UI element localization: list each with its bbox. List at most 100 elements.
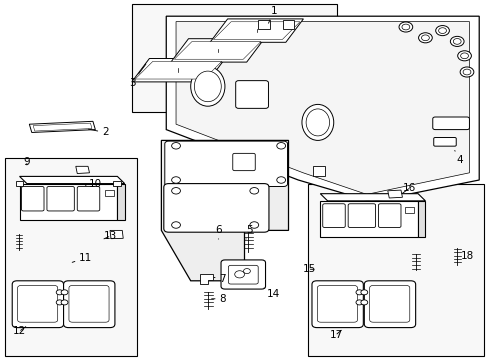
Bar	[404, 207, 413, 213]
FancyBboxPatch shape	[232, 153, 255, 171]
Circle shape	[249, 222, 258, 228]
FancyBboxPatch shape	[347, 204, 375, 228]
Bar	[5, 158, 137, 356]
Circle shape	[457, 51, 470, 61]
Circle shape	[435, 26, 448, 36]
FancyBboxPatch shape	[311, 281, 363, 328]
Polygon shape	[20, 176, 124, 184]
Circle shape	[398, 22, 412, 32]
Text: 17: 17	[328, 330, 342, 340]
Polygon shape	[131, 59, 224, 82]
Polygon shape	[166, 16, 478, 202]
Circle shape	[421, 35, 428, 41]
Circle shape	[61, 300, 68, 305]
FancyBboxPatch shape	[369, 285, 409, 322]
Polygon shape	[176, 22, 468, 194]
Circle shape	[401, 24, 409, 30]
Polygon shape	[20, 184, 117, 220]
Circle shape	[459, 67, 473, 77]
FancyBboxPatch shape	[18, 285, 58, 322]
Text: 3: 3	[128, 64, 145, 88]
FancyBboxPatch shape	[21, 186, 44, 211]
Bar	[312, 166, 325, 176]
Polygon shape	[110, 230, 123, 239]
Circle shape	[462, 69, 470, 75]
FancyBboxPatch shape	[69, 285, 109, 322]
FancyBboxPatch shape	[322, 204, 345, 228]
Text: 7: 7	[214, 274, 225, 284]
Text: 13: 13	[103, 231, 117, 241]
Polygon shape	[210, 19, 303, 42]
Circle shape	[56, 300, 63, 305]
FancyBboxPatch shape	[77, 186, 100, 211]
FancyBboxPatch shape	[235, 81, 268, 108]
Polygon shape	[135, 62, 222, 79]
Text: 6: 6	[215, 225, 222, 239]
Bar	[132, 4, 337, 112]
Polygon shape	[387, 190, 402, 198]
Circle shape	[171, 188, 180, 194]
Text: 14: 14	[264, 288, 280, 300]
Polygon shape	[417, 201, 425, 237]
Text: 16: 16	[401, 183, 416, 194]
Circle shape	[438, 28, 446, 33]
Circle shape	[234, 271, 244, 278]
Bar	[16, 181, 23, 186]
Bar	[258, 20, 269, 29]
FancyBboxPatch shape	[433, 138, 455, 146]
Circle shape	[243, 269, 250, 274]
Polygon shape	[117, 184, 124, 220]
Text: 18: 18	[456, 251, 473, 261]
Circle shape	[61, 290, 68, 295]
Ellipse shape	[305, 109, 329, 136]
Text: 12: 12	[13, 326, 26, 336]
Bar	[307, 184, 483, 356]
Circle shape	[360, 290, 367, 295]
Circle shape	[276, 177, 285, 183]
Polygon shape	[174, 42, 261, 59]
Polygon shape	[213, 22, 299, 40]
Circle shape	[249, 188, 258, 194]
FancyBboxPatch shape	[221, 260, 265, 289]
FancyBboxPatch shape	[378, 204, 400, 228]
Circle shape	[56, 290, 63, 295]
Polygon shape	[33, 123, 92, 131]
Text: 9: 9	[23, 157, 30, 167]
FancyBboxPatch shape	[164, 141, 287, 186]
Polygon shape	[161, 140, 288, 281]
Circle shape	[460, 53, 468, 59]
Text: 4: 4	[454, 150, 462, 165]
Polygon shape	[29, 121, 95, 132]
Circle shape	[418, 33, 431, 43]
Ellipse shape	[190, 67, 224, 106]
Bar	[282, 20, 294, 29]
Text: 10: 10	[85, 179, 102, 189]
Circle shape	[171, 222, 180, 228]
Polygon shape	[76, 166, 89, 174]
Circle shape	[171, 143, 180, 149]
Circle shape	[276, 143, 285, 149]
FancyBboxPatch shape	[228, 265, 258, 284]
Text: 1: 1	[268, 6, 277, 23]
Text: 5: 5	[245, 225, 252, 239]
FancyBboxPatch shape	[317, 285, 357, 322]
Text: 8: 8	[211, 294, 225, 304]
Ellipse shape	[302, 104, 333, 140]
Circle shape	[355, 300, 362, 305]
Ellipse shape	[194, 71, 221, 102]
FancyBboxPatch shape	[163, 184, 268, 232]
Text: 15: 15	[302, 264, 315, 274]
FancyBboxPatch shape	[12, 281, 63, 328]
Text: 11: 11	[72, 253, 92, 263]
Text: 2: 2	[88, 127, 108, 138]
Circle shape	[449, 36, 463, 46]
Polygon shape	[320, 201, 417, 237]
FancyBboxPatch shape	[47, 186, 74, 211]
Polygon shape	[320, 194, 425, 201]
FancyBboxPatch shape	[364, 281, 415, 328]
Polygon shape	[199, 274, 212, 284]
Circle shape	[452, 39, 460, 44]
Circle shape	[355, 290, 362, 295]
Circle shape	[360, 300, 367, 305]
Bar	[105, 190, 114, 196]
